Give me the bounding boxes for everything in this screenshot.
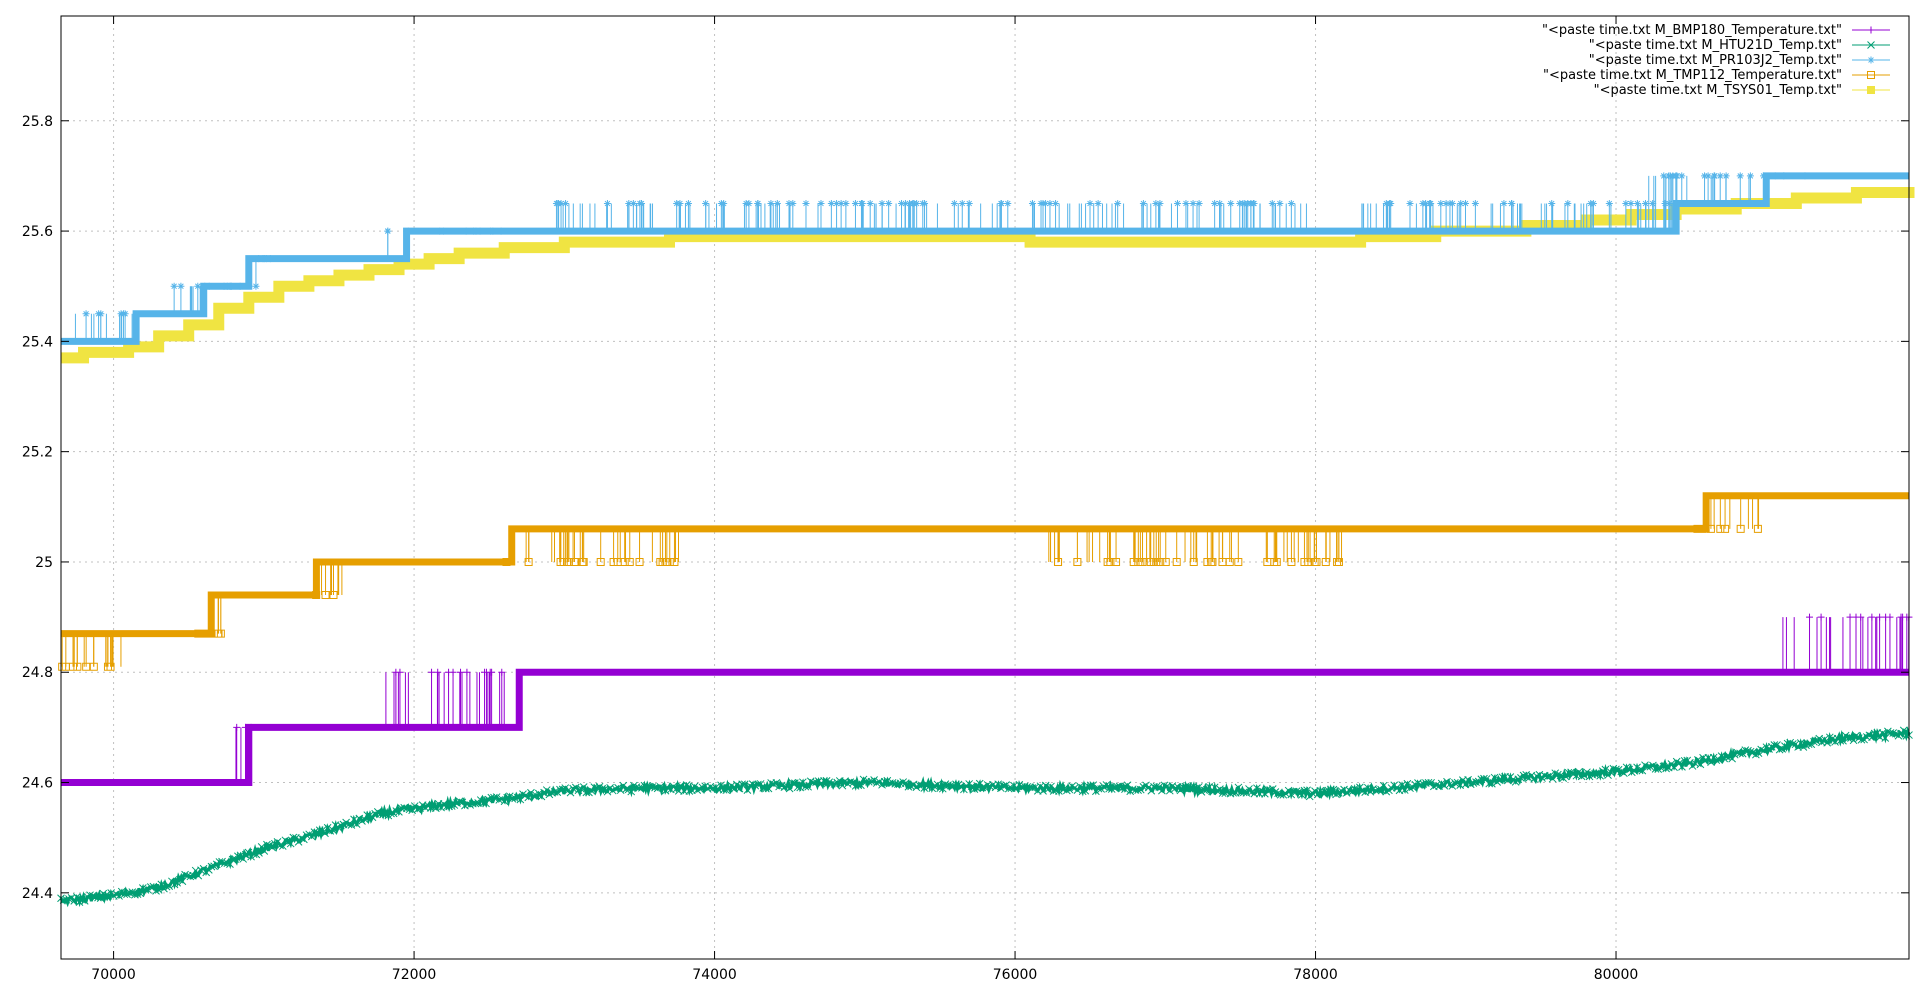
series-4	[61, 186, 1915, 364]
series-spike-markers	[233, 723, 255, 731]
x-tick-label: 76000	[993, 967, 1038, 983]
y-tick-label: 25.2	[22, 445, 53, 461]
x-tick-label: 78000	[1293, 967, 1338, 983]
series-1	[57, 726, 1913, 908]
y-tick-label: 25.8	[22, 114, 53, 130]
x-tick-label: 70000	[91, 967, 136, 983]
series-layer	[57, 172, 1915, 908]
y-tick-label: 25.6	[22, 224, 53, 240]
y-tick-label: 25.4	[22, 334, 53, 350]
x-tick-label: 74000	[692, 967, 737, 983]
legend-label: "<paste time.txt M_BMP180_Temperature.tx…	[1542, 23, 1842, 38]
series-spike-markers	[194, 629, 225, 638]
series-spike-markers	[312, 591, 338, 600]
legend-label: "<paste time.txt M_TMP112_Temperature.tx…	[1543, 68, 1842, 83]
series-line	[61, 172, 1909, 345]
series-spike-markers	[58, 662, 115, 671]
series-spike-markers	[1382, 199, 1689, 207]
y-tick-label: 24.8	[22, 665, 53, 681]
legend-marker	[1867, 71, 1875, 79]
series-spike-markers	[392, 668, 506, 676]
series-spike-markers	[384, 227, 505, 235]
series-spikes	[1648, 175, 1765, 232]
series-spikes	[555, 203, 1307, 232]
series-spikes	[235, 727, 246, 783]
series-spikes	[61, 633, 122, 667]
series-spikes	[74, 313, 135, 342]
series-spikes	[1705, 495, 1760, 529]
series-spike-markers	[82, 310, 129, 318]
legend-label: "<paste time.txt M_HTU21D_Temp.txt"	[1589, 38, 1842, 53]
series-spike-markers	[552, 199, 1295, 207]
plot-frame	[60, 15, 1910, 960]
x-tick-label: 72000	[392, 967, 437, 983]
y-tick-label: 24.6	[22, 776, 53, 792]
x-tick-label: 80000	[1594, 967, 1639, 983]
legend-marker	[1867, 56, 1875, 64]
series-line	[61, 186, 1915, 364]
series-spike-markers	[1053, 557, 1343, 566]
series-markers	[57, 726, 1913, 906]
series-spikes	[217, 595, 222, 634]
legend-label: "<paste time.txt M_TSYS01_Temp.txt"	[1594, 83, 1842, 98]
axes: 70000 72000 74000 76000 78000 80000 24.4 24.6 24…	[22, 16, 1909, 983]
series-spike-markers	[1693, 524, 1762, 533]
series-3	[58, 492, 1909, 671]
series-spikes	[321, 561, 343, 596]
series-spike-markers	[1806, 613, 1913, 621]
series-spikes	[387, 231, 406, 259]
legend-label: "<paste time.txt M_PR103J2_Temp.txt"	[1589, 53, 1842, 68]
grid-lines	[61, 16, 1909, 959]
series-spikes	[1782, 617, 1910, 673]
series-spike-markers	[502, 557, 679, 566]
y-tick-label: 24.4	[22, 886, 53, 902]
series-spike-markers	[255, 255, 274, 263]
y-tick-label: 25	[35, 555, 53, 571]
legend: "<paste time.txt M_BMP180_Temperature.tx…	[1542, 23, 1890, 98]
legend-marker	[1867, 86, 1875, 94]
series-spikes	[1048, 528, 1343, 562]
series-spikes	[385, 672, 505, 728]
series-line	[61, 668, 1909, 787]
series-2	[61, 172, 1909, 345]
legend-marker	[1867, 41, 1875, 49]
series-spike-markers	[1660, 172, 1809, 180]
series-spike-markers	[170, 282, 260, 290]
legend-marker	[1867, 26, 1875, 34]
series-spikes	[1361, 203, 1674, 232]
series-line	[59, 726, 1911, 908]
series-spikes	[525, 528, 680, 562]
series-0	[61, 613, 1913, 787]
